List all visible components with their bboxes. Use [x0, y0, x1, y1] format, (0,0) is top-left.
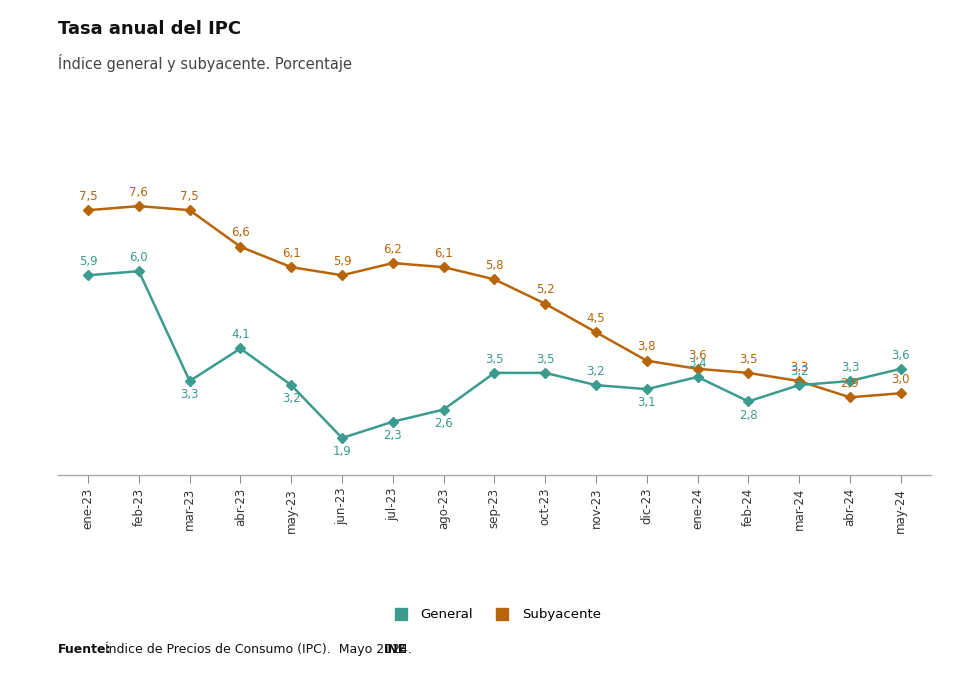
Text: 3,5: 3,5	[739, 353, 757, 365]
Text: 3,6: 3,6	[892, 348, 910, 361]
Text: 7,5: 7,5	[180, 190, 199, 203]
Text: 5,9: 5,9	[333, 255, 351, 268]
Text: 3,5: 3,5	[485, 353, 504, 365]
Text: Tasa anual del IPC: Tasa anual del IPC	[58, 20, 241, 39]
Text: 5,2: 5,2	[536, 283, 555, 296]
Text: 6,2: 6,2	[383, 243, 402, 256]
Text: 3,3: 3,3	[180, 388, 199, 401]
Text: 3,3: 3,3	[841, 361, 859, 374]
Text: Índice general y subyacente. Porcentaje: Índice general y subyacente. Porcentaje	[58, 54, 351, 73]
Text: 7,5: 7,5	[79, 190, 97, 203]
Text: 2,6: 2,6	[434, 417, 453, 430]
Text: Índice de Precios de Consumo (IPC).  Mayo 2024.: Índice de Precios de Consumo (IPC). Mayo…	[101, 641, 416, 656]
Text: 3,6: 3,6	[688, 348, 707, 361]
Text: 4,5: 4,5	[587, 312, 606, 325]
Text: 3,2: 3,2	[282, 393, 300, 405]
Text: 3,2: 3,2	[790, 365, 808, 378]
Text: 6,0: 6,0	[130, 251, 148, 264]
Text: 4,1: 4,1	[231, 328, 250, 341]
Text: 5,9: 5,9	[79, 255, 97, 268]
Text: 6,6: 6,6	[231, 226, 250, 239]
Text: 7,6: 7,6	[130, 186, 148, 199]
Text: 3,8: 3,8	[637, 340, 656, 353]
Text: 3,4: 3,4	[688, 357, 707, 370]
Text: 1,9: 1,9	[333, 445, 351, 458]
Text: 2,8: 2,8	[739, 409, 757, 422]
Legend: General, Subyacente: General, Subyacente	[382, 603, 607, 626]
Text: 5,8: 5,8	[485, 259, 504, 272]
Text: 3,0: 3,0	[892, 373, 910, 386]
Text: 3,2: 3,2	[587, 365, 606, 378]
Text: 6,1: 6,1	[282, 247, 300, 260]
Text: INE: INE	[384, 643, 407, 656]
Text: 3,1: 3,1	[637, 397, 656, 410]
Text: 2,3: 2,3	[383, 429, 402, 442]
Text: Fuente:: Fuente:	[58, 643, 111, 656]
Text: 3,5: 3,5	[536, 353, 555, 365]
Text: 3,3: 3,3	[790, 361, 808, 374]
Text: 6,1: 6,1	[434, 247, 453, 260]
Text: 2,9: 2,9	[841, 377, 859, 390]
